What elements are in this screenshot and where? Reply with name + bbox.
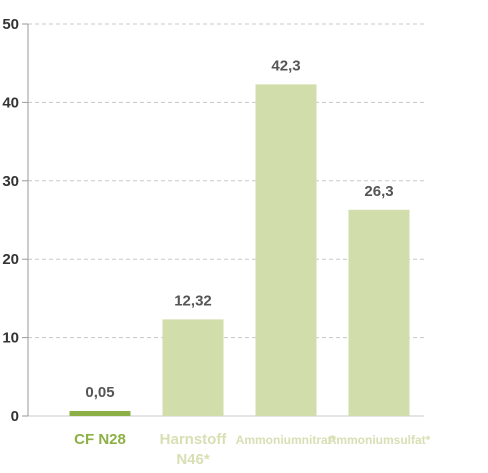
data-label: 26,3 [364, 183, 393, 200]
x-category-label-line: CF N28 [74, 431, 126, 448]
bar-4 [348, 209, 410, 416]
y-tick-label: 30 [2, 173, 19, 190]
y-tick-label: 40 [2, 94, 19, 111]
data-labels: 0,05 12,32 42,3 26,3 [85, 57, 393, 401]
y-tick-label: 50 [2, 16, 19, 33]
x-category-label: Harnstoff N46* [160, 431, 228, 468]
x-category-label-line: Ammoniumsulfat* [328, 433, 431, 447]
x-category-label-line: Ammoniumnitrat* [236, 433, 337, 447]
bars [69, 84, 410, 417]
data-label: 0,05 [85, 384, 114, 401]
y-tick-label: 20 [2, 251, 19, 268]
bar-2 [162, 319, 224, 416]
y-axis: 0 10 20 30 40 50 [2, 16, 29, 425]
bar-1 [69, 411, 131, 416]
x-category-label: CF N28 [74, 431, 126, 448]
data-label: 42,3 [271, 57, 300, 74]
x-axis-labels: CF N28 Harnstoff N46* Ammoniumnitrat*Ammoni… [74, 431, 431, 468]
bar-3 [255, 84, 317, 417]
x-category-label-line: N46* [176, 451, 210, 468]
x-category-label: Ammoniumsulfat* [328, 433, 431, 447]
y-tick-label: 0 [11, 408, 19, 425]
y-tick-label: 10 [2, 330, 19, 347]
data-label: 12,32 [174, 292, 212, 309]
x-category-label-line: Harnstoff [160, 431, 228, 448]
x-category-label: Ammoniumnitrat* [236, 433, 337, 447]
